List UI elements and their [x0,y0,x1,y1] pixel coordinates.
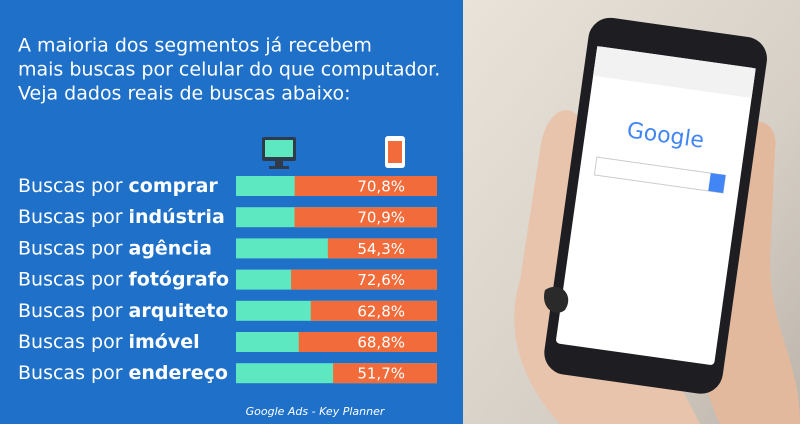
search-button [708,173,726,194]
mobile-icon [385,136,405,168]
bar [294,207,437,228]
value-label: 68,8% [357,334,405,352]
phone-screen [556,46,756,365]
value-label: 72,6% [357,271,405,289]
category-label: Buscas por imóvel [18,331,200,353]
category-label: Buscas por endereço [18,362,228,384]
bar [327,238,437,259]
value-label: 70,9% [357,209,405,227]
bar [298,332,437,352]
category-label: Buscas por comprar [18,175,218,197]
category-label: Buscas por indústria [18,206,225,228]
category-name: fotógrafo [129,268,230,290]
category-prefix: Buscas por [18,299,123,321]
value-label: 62,8% [357,302,405,320]
source: Google Ads - Key Planner [246,405,386,418]
browser-bar [593,46,756,99]
category-label: Buscas por arquiteto [18,299,228,321]
desktop-icon [262,137,296,169]
bar [291,269,437,290]
phone: Google [544,17,767,394]
nail [544,286,569,313]
category-prefix: Buscas por [18,206,123,228]
category-name: agência [129,237,212,259]
category-label: Buscas por fotógrafo [18,268,229,290]
category-prefix: Buscas por [18,362,123,384]
category-name: indústria [129,206,225,228]
bar [294,176,437,196]
category-prefix: Buscas por [18,331,123,353]
title-line: A maioria dos segmentos já recebem [18,35,372,57]
category-name: endereço [129,362,228,384]
bar [310,300,437,321]
category-name: comprar [129,175,219,197]
category-prefix: Buscas por [18,175,123,197]
bar [333,363,437,384]
title-line: mais buscas por celular do que computado… [18,59,440,81]
category-prefix: Buscas por [18,237,123,259]
category-label: Buscas por agência [18,237,212,259]
category-name: arquiteto [129,299,229,321]
title-line: Veja dados reais de buscas abaixo: [18,83,351,105]
value-label: 51,7% [357,365,405,383]
value-label: 70,8% [357,178,405,196]
value-label: 54,3% [357,240,405,258]
category-prefix: Buscas por [18,268,123,290]
category-name: imóvel [129,331,200,353]
